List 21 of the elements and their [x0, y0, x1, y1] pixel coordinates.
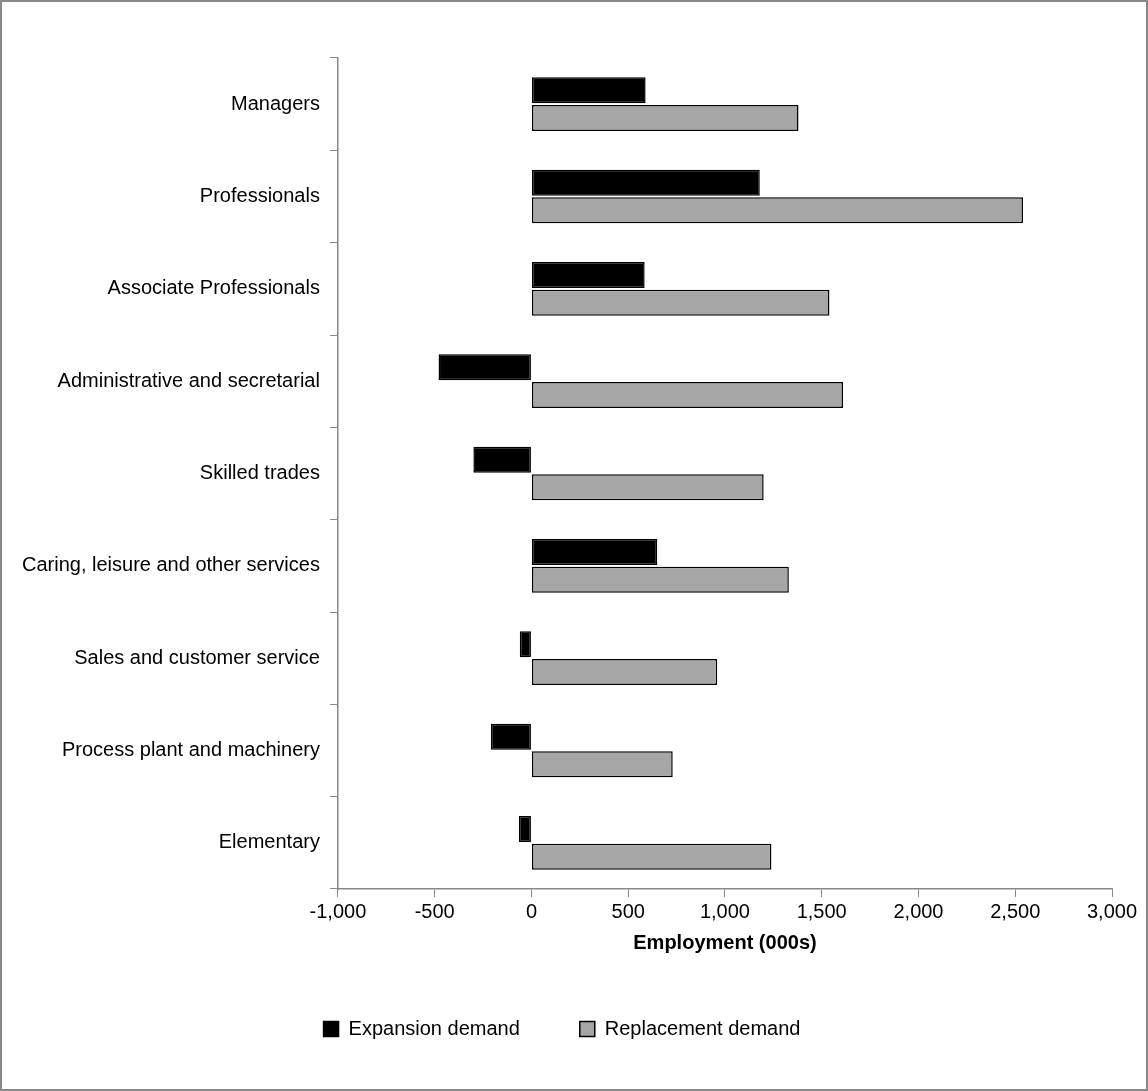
legend-label: Replacement demand	[604, 1016, 801, 1039]
legend-label: Expansion demand	[348, 1016, 520, 1039]
x-tick-label: 3,000	[1086, 899, 1138, 922]
y-tick-label: Professionals	[199, 184, 320, 207]
x-tick-label: 2,000	[893, 899, 944, 922]
y-tick-label: Skilled trades	[199, 461, 320, 484]
x-tick-label: 2,500	[990, 899, 1041, 922]
y-tick-label: Administrative and secretarial	[57, 368, 320, 391]
y-tick-label: Managers	[230, 91, 320, 114]
y-tick-label: Caring, leisure and other services	[22, 553, 320, 576]
x-tick-label: -500	[414, 899, 455, 922]
x-tick-label: 500	[611, 899, 645, 922]
x-tick-label: 0	[525, 899, 537, 922]
y-tick-label: Associate Professionals	[107, 276, 320, 299]
x-tick-label: 1,500	[796, 899, 847, 922]
x-tick-label: 1,000	[699, 899, 750, 922]
y-tick-label: Elementary	[218, 830, 320, 853]
y-tick-label: Sales and customer service	[74, 645, 320, 668]
x-axis-title: Employment (000s)	[633, 930, 817, 953]
x-tick-label: -1,000	[309, 899, 367, 922]
y-tick-label: Process plant and machinery	[62, 738, 320, 761]
